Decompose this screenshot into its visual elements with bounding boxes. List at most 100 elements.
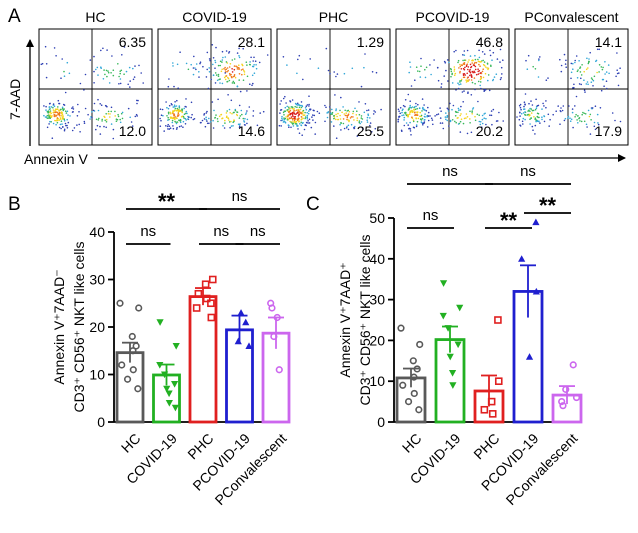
panel-c-letter: C xyxy=(306,194,320,215)
flow-event-dot xyxy=(598,71,600,73)
flow-event-dot xyxy=(127,107,130,110)
flow-event-dot xyxy=(590,119,592,121)
flow-event-dot xyxy=(592,85,594,87)
flow-event-dot xyxy=(309,109,312,111)
significance-label: ns xyxy=(213,223,229,240)
flow-event-dot xyxy=(109,116,111,118)
flow-event-dot xyxy=(266,54,269,56)
flow-event-dot xyxy=(409,111,412,113)
flow-event-dot xyxy=(330,112,332,114)
flow-event-dot xyxy=(429,115,431,117)
flow-event-dot xyxy=(594,128,597,131)
flow-event-dot xyxy=(239,123,241,125)
flow-event-dot xyxy=(233,74,236,76)
flow-event-dot xyxy=(160,114,163,116)
flow-event-dot xyxy=(205,118,208,121)
flow-event-dot xyxy=(457,107,460,110)
flow-event-dot xyxy=(608,72,610,75)
flow-event-dot xyxy=(340,122,342,124)
flow-event-dot xyxy=(462,54,464,56)
flow-event-dot xyxy=(208,122,210,125)
flow-event-dot xyxy=(142,82,144,84)
flow-plot-title: PConvalescent xyxy=(524,9,618,25)
flow-event-dot xyxy=(108,82,111,84)
flow-event-dot xyxy=(130,121,133,123)
flow-event-dot xyxy=(522,117,525,120)
flow-event-dot xyxy=(575,55,578,57)
flow-event-dot xyxy=(225,116,228,119)
data-point xyxy=(449,382,457,389)
flow-event-dot xyxy=(43,105,45,107)
y-tick-label: 0 xyxy=(97,414,105,430)
flow-event-dot xyxy=(359,122,362,125)
flow-event-dot xyxy=(252,65,255,68)
flow-event-dot xyxy=(440,83,443,85)
flow-event-dot xyxy=(398,110,400,112)
flow-event-dot xyxy=(99,133,102,135)
flow-event-dot xyxy=(533,116,535,118)
flow-event-dot xyxy=(348,110,351,113)
flow-event-dot xyxy=(107,71,110,74)
flow-event-dot xyxy=(474,82,476,85)
flow-event-dot xyxy=(484,88,487,91)
flow-event-dot xyxy=(528,102,530,105)
flow-event-dot xyxy=(64,110,67,112)
flow-event-dot xyxy=(482,76,485,79)
flow-event-dot xyxy=(457,87,460,90)
flow-event-dot xyxy=(451,119,454,121)
flow-event-dot xyxy=(450,68,453,71)
flow-event-dot xyxy=(443,60,446,63)
flow-event-dot xyxy=(221,50,224,53)
flow-event-dot xyxy=(300,106,303,109)
flow-event-dot xyxy=(479,81,482,83)
flow-event-dot xyxy=(353,119,355,121)
data-point xyxy=(171,381,179,388)
flow-event-dot xyxy=(607,64,610,66)
flow-event-dot xyxy=(446,119,449,122)
flow-event-dot xyxy=(429,64,431,66)
flow-event-dot xyxy=(214,61,217,64)
flow-event-dot xyxy=(240,69,243,71)
flow-event-dot xyxy=(484,112,486,115)
flow-event-dot xyxy=(259,112,262,114)
flow-event-dot xyxy=(46,117,49,119)
flow-event-dot xyxy=(483,88,485,91)
flow-event-dot xyxy=(97,109,100,112)
flow-event-dot xyxy=(484,72,487,75)
flow-event-dot xyxy=(531,104,534,106)
data-point xyxy=(494,316,502,324)
flow-event-dot xyxy=(343,127,346,130)
flow-event-dot xyxy=(212,57,215,59)
flow-event-dot xyxy=(109,113,111,115)
flow-event-dot xyxy=(360,121,363,123)
flow-event-dot xyxy=(167,107,170,110)
flow-event-dot xyxy=(286,117,289,120)
data-point xyxy=(558,398,566,406)
flow-event-dot xyxy=(301,134,304,136)
flow-event-dot xyxy=(421,121,423,124)
flow-event-dot xyxy=(302,117,305,120)
flow-event-dot xyxy=(209,59,211,62)
flow-event-dot xyxy=(449,120,452,123)
flow-event-dot xyxy=(343,113,346,115)
flow-event-dot xyxy=(169,127,172,129)
flow-event-dot xyxy=(291,111,294,114)
flow-event-dot xyxy=(397,118,400,121)
flow-event-dot xyxy=(241,64,244,67)
flow-event-dot xyxy=(617,84,620,87)
flow-plot-frame xyxy=(395,28,510,146)
flow-event-dot xyxy=(181,110,184,112)
flow-event-dot xyxy=(92,109,95,112)
flow-event-dot xyxy=(573,83,575,86)
flow-event-dot xyxy=(55,123,57,126)
flow-event-dot xyxy=(112,74,115,77)
flow-event-dot xyxy=(356,110,358,112)
flow-event-dot xyxy=(579,67,581,69)
flow-event-dot xyxy=(531,109,534,112)
data-point xyxy=(562,385,570,393)
flow-event-dot xyxy=(231,82,234,84)
flow-event-dot xyxy=(79,131,81,133)
flow-event-dot xyxy=(581,64,583,66)
flow-event-dot xyxy=(183,113,186,115)
flow-event-dot xyxy=(112,69,115,71)
